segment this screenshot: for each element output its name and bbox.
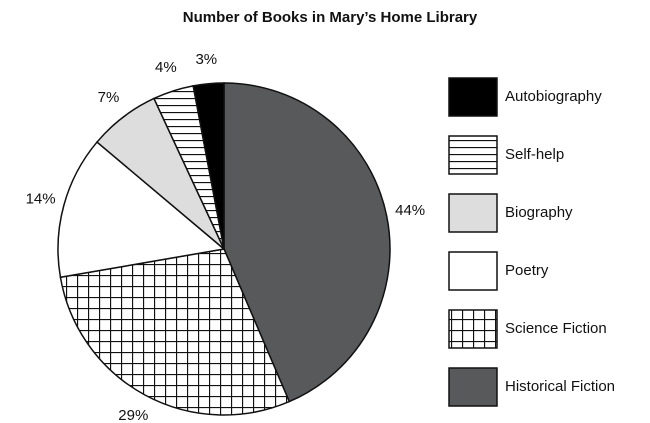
legend-swatch (448, 77, 498, 117)
legend-swatch (448, 309, 498, 349)
pie-slice (223, 82, 391, 403)
legend-label: Poetry (505, 262, 549, 279)
legend-label: Historical Fiction (505, 378, 615, 395)
slice-label: 7% (98, 89, 120, 106)
slice-label: 14% (26, 190, 56, 207)
slice-label: 4% (155, 59, 177, 76)
pie-slice (57, 141, 226, 279)
legend-swatch (448, 193, 498, 233)
legend-swatch (448, 367, 498, 407)
slice-label: 3% (195, 51, 217, 68)
pie-slice (192, 82, 225, 250)
pie-slice (59, 248, 291, 416)
slice-label: 44% (395, 202, 425, 219)
legend-label: Self-help (505, 146, 564, 163)
chart-title: Number of Books in Mary’s Home Library (183, 9, 478, 26)
legend-swatch (448, 135, 498, 175)
legend-label: Science Fiction (505, 320, 607, 337)
slice-label: 29% (118, 407, 148, 423)
legend-swatch (448, 251, 498, 291)
legend-label: Autobiography (505, 88, 602, 105)
legend-label: Biography (505, 204, 573, 221)
